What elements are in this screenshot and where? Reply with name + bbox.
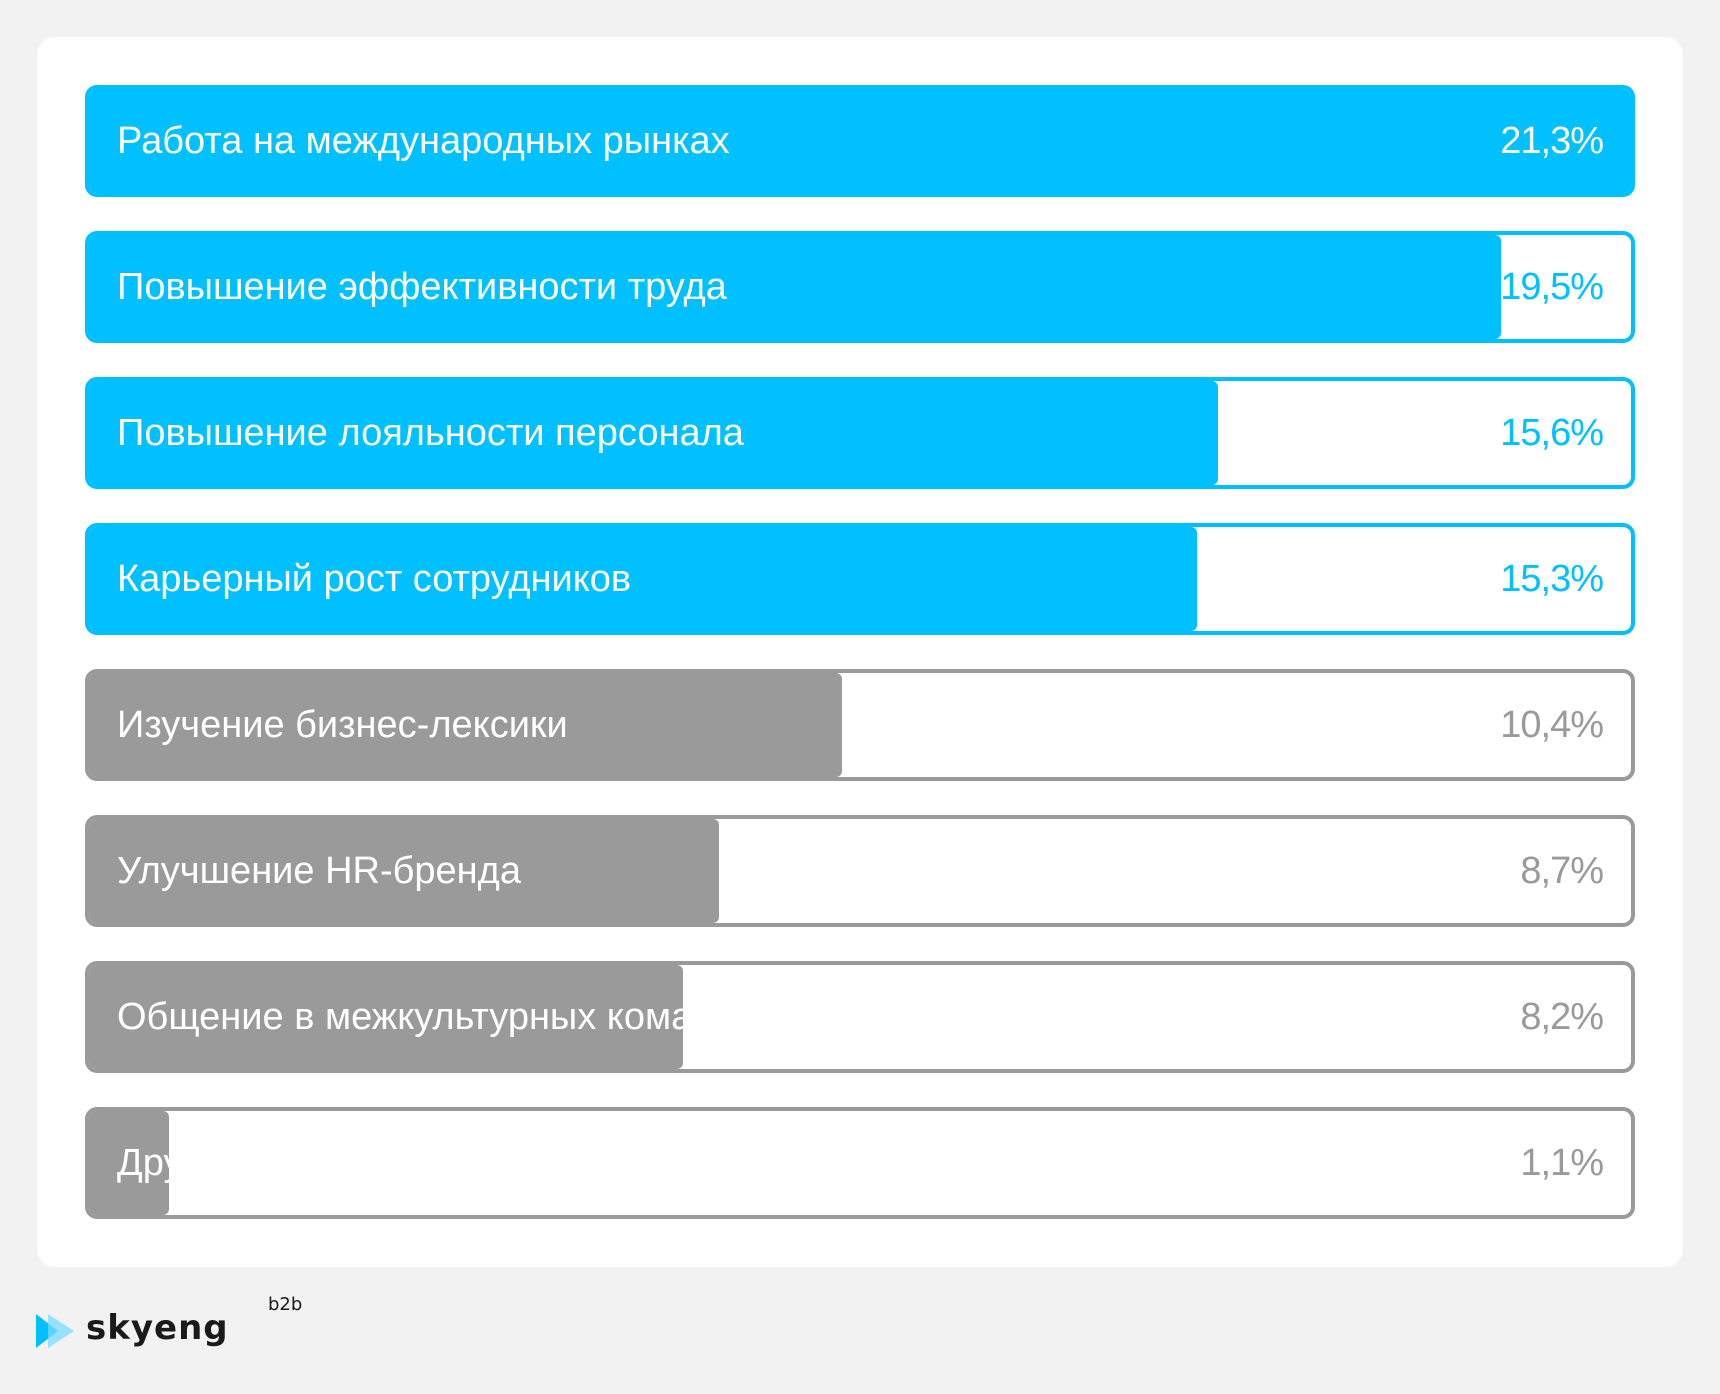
bar-fill [89, 819, 719, 923]
bar-chart: Работа на международных рынках 21,3% Повыш… [85, 85, 1635, 1253]
bar-row: Общение в межкультурных командах 8,2% [85, 961, 1635, 1073]
bar-value-label: 8,7% [1520, 849, 1604, 892]
bar-label: Изучение бизнес-лексики [117, 703, 568, 746]
brand-name: skyeng [86, 1308, 229, 1348]
bar-fill [89, 89, 1631, 193]
bar-value-label: 19,5% [1500, 265, 1604, 308]
bar-label: Другие [117, 1141, 239, 1184]
bar-value-label: 21,3% [1500, 119, 1604, 162]
bar-fill [89, 965, 683, 1069]
bar-row: Повышение лояльности персонала 15,6% [85, 377, 1635, 489]
bar-label: Повышение лояльности персонала [117, 411, 744, 454]
bar-value-label: 8,2% [1520, 995, 1604, 1038]
bar-row: Карьерный рост сотрудников 15,3% [85, 523, 1635, 635]
bar-value-label: 15,3% [1500, 557, 1604, 600]
brand-suffix: b2b [268, 1294, 303, 1315]
bar-fill [89, 381, 1219, 485]
bar-label: Улучшение HR-бренда [117, 849, 521, 892]
bar-label: Общение в межкультурных командах [117, 995, 776, 1038]
bar-value-label: 10,4% [1500, 703, 1604, 746]
bar-fill [89, 235, 1501, 339]
bar-fill [89, 1111, 169, 1215]
bar-row: Другие 1,1% [85, 1107, 1635, 1219]
play-arrow-icon [36, 1314, 74, 1348]
chart-card: Работа на международных рынках 21,3% Повыш… [37, 37, 1683, 1267]
bar-row: Повышение эффективности труда 19,5% [85, 231, 1635, 343]
bar-value-label: 1,1% [1520, 1141, 1604, 1184]
bar-row: Изучение бизнес-лексики 10,4% [85, 669, 1635, 781]
bar-label: Работа на международных рынках [117, 119, 730, 162]
bar-label: Карьерный рост сотрудников [117, 557, 632, 600]
bar-fill [89, 673, 842, 777]
bar-row: Работа на международных рынках 21,3% [85, 85, 1635, 197]
bar-fill [89, 527, 1197, 631]
bar-value-label: 15,6% [1500, 411, 1604, 454]
bar-label: Повышение эффективности труда [117, 265, 727, 308]
bar-row: Улучшение HR-бренда 8,7% [85, 815, 1635, 927]
